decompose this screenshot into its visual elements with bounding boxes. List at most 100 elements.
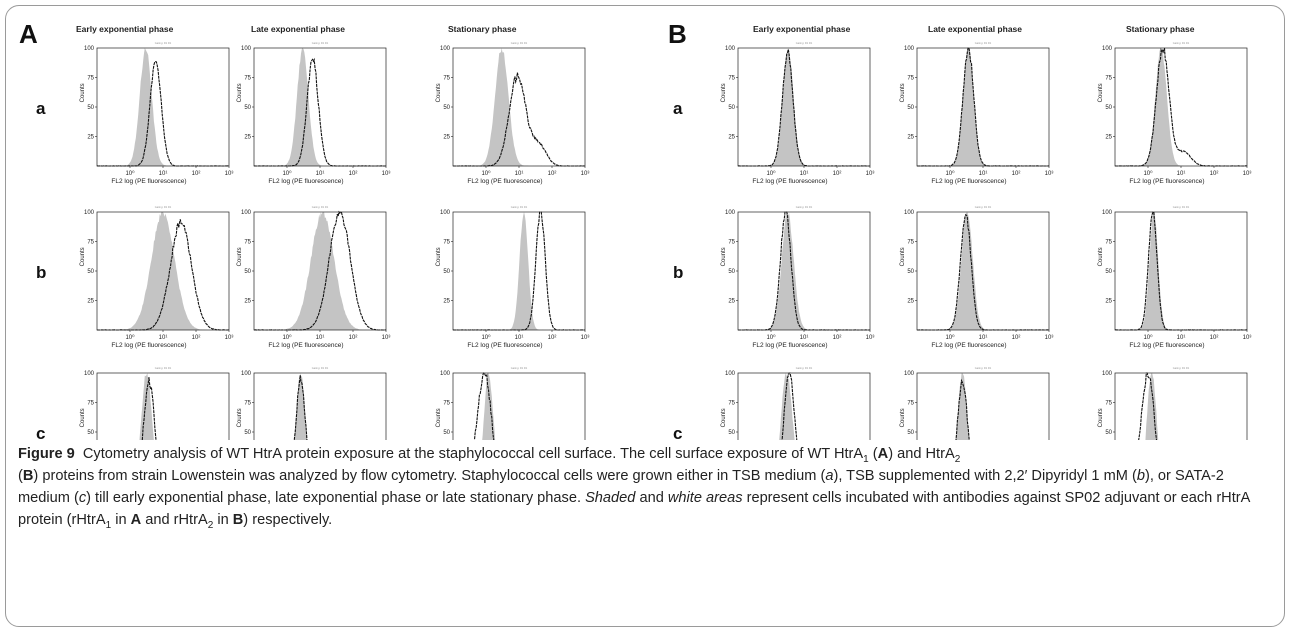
shaded-histogram [917, 212, 1049, 330]
shaded-histogram [1145, 373, 1159, 440]
caption-sub-4: 2 [207, 519, 214, 531]
x-axis-label: FL2 log (PE fluorescence) [268, 178, 343, 185]
outline-histogram [254, 210, 387, 331]
y-tick-label: 100 [904, 46, 915, 52]
x-tick-label: 10¹ [800, 335, 809, 341]
row-letter-c: c [673, 424, 682, 440]
y-axis-label: Counts [237, 247, 243, 266]
caption-text-6: ), TSB supplemented with 2,2′ Dipyridyl … [833, 468, 1137, 484]
outline-histogram [473, 372, 495, 440]
y-tick-label: 100 [84, 46, 95, 52]
row-letter-a: a [36, 99, 46, 118]
gating-subtitle: Gating: R1 R1 [511, 41, 528, 45]
y-axis-label: Counts [80, 247, 86, 266]
caption-italic-c: c [78, 490, 87, 506]
y-tick-label: 75 [443, 401, 450, 407]
y-tick-label: 25 [244, 299, 251, 305]
y-tick-label: 100 [440, 210, 451, 216]
y-axis-label: Counts [80, 408, 86, 427]
y-tick-label: 75 [87, 401, 94, 407]
gating-subtitle: Gating: R1 R1 [975, 41, 992, 45]
y-tick-label: 75 [907, 401, 914, 407]
y-tick-label: 100 [84, 210, 95, 216]
shaded-histogram [917, 48, 1049, 166]
y-tick-label: 100 [440, 371, 451, 377]
x-axis-label: FL2 log (PE fluorescence) [467, 342, 542, 349]
x-tick-label: 10² [1210, 171, 1219, 177]
caption-text-11: in [115, 512, 127, 528]
shaded-histogram [97, 212, 229, 330]
x-tick-label: 10³ [1045, 171, 1054, 177]
caption-text-3: ) and HtrA [888, 446, 955, 462]
phase-title: Stationary phase [1126, 24, 1195, 34]
y-axis-label: Counts [721, 247, 727, 266]
x-tick-label: 10⁰ [766, 334, 776, 341]
y-tick-label: 25 [244, 135, 251, 141]
y-tick-label: 100 [725, 371, 736, 377]
phase-title: Late exponential phase [251, 24, 345, 34]
x-tick-label: 10⁰ [481, 170, 491, 177]
caption-text-10: represent cells incubated with antibodie… [18, 490, 1250, 528]
caption-sub-1: 1 [863, 453, 869, 465]
x-tick-label: 10⁰ [282, 334, 292, 341]
x-tick-label: 10⁰ [945, 170, 955, 177]
y-tick-label: 75 [1105, 401, 1112, 407]
row-letter-c: c [36, 424, 45, 440]
x-tick-label: 10¹ [316, 335, 325, 341]
y-tick-label: 100 [241, 46, 252, 52]
x-tick-label: 10² [1210, 335, 1219, 341]
figure-caption: Figure 9 Cytometry analysis of WT HtrA p… [18, 443, 1274, 531]
plot-frame [916, 372, 1050, 440]
shaded-histogram [738, 212, 870, 330]
x-tick-label: 10³ [382, 335, 391, 341]
x-tick-label: 10³ [225, 171, 234, 177]
x-tick-label: 10³ [382, 171, 391, 177]
outline-histogram [738, 211, 871, 331]
x-tick-label: 10⁰ [125, 334, 135, 341]
caption-panel-ref-b-2: B [232, 512, 244, 528]
outline-histogram [96, 219, 230, 331]
x-tick-label: 10² [833, 171, 842, 177]
plot-frame [1114, 211, 1248, 331]
caption-text-14: ) respectively. [243, 512, 333, 528]
y-tick-label: 75 [87, 76, 94, 82]
shaded-histogram [294, 373, 308, 440]
y-axis-label: Counts [900, 83, 906, 102]
y-tick-label: 100 [725, 46, 736, 52]
y-axis-label: Counts [1098, 83, 1104, 102]
y-tick-label: 50 [1105, 105, 1112, 111]
caption-text-4: ( [18, 468, 23, 484]
x-tick-label: 10¹ [159, 171, 168, 177]
x-tick-label: 10¹ [515, 335, 524, 341]
caption-label: Figure 9 [18, 446, 75, 462]
x-axis-label: FL2 log (PE fluorescence) [931, 342, 1006, 349]
y-axis-label: Counts [80, 83, 86, 102]
gating-subtitle: Gating: R1 R1 [155, 366, 172, 370]
x-tick-label: 10¹ [515, 171, 524, 177]
x-tick-label: 10² [548, 171, 557, 177]
shaded-histogram [1115, 48, 1247, 166]
x-tick-label: 10² [349, 335, 358, 341]
gating-subtitle: Gating: R1 R1 [1173, 366, 1190, 370]
gating-subtitle: Gating: R1 R1 [1173, 205, 1190, 209]
y-axis-label: Counts [900, 247, 906, 266]
gating-subtitle: Gating: R1 R1 [975, 366, 992, 370]
x-tick-label: 10³ [581, 335, 590, 341]
gating-subtitle: Gating: R1 R1 [975, 205, 992, 209]
outline-histogram [917, 47, 1050, 167]
panel-letter-b: B [668, 19, 687, 49]
x-tick-label: 10¹ [979, 335, 988, 341]
plot-frame [916, 211, 1050, 331]
x-tick-label: 10⁰ [481, 334, 491, 341]
caption-italic-shaded: Shaded [585, 490, 636, 506]
y-tick-label: 75 [244, 401, 251, 407]
y-tick-label: 25 [443, 299, 450, 305]
y-tick-label: 50 [244, 430, 251, 436]
x-tick-label: 10² [1012, 171, 1021, 177]
